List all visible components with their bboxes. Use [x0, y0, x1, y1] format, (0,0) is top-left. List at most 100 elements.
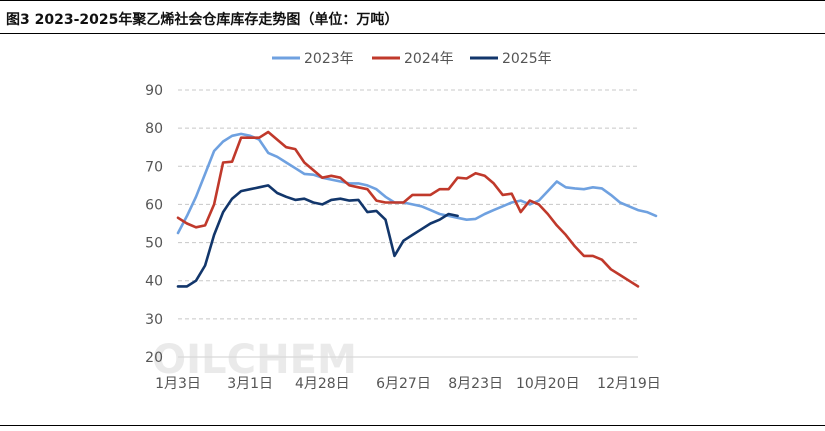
data-point: [556, 180, 558, 183]
series-2024年: [176, 130, 640, 288]
data-point: [330, 175, 333, 177]
data-point: [222, 140, 224, 143]
data-point: [375, 188, 378, 190]
data-point: [267, 152, 269, 154]
data-point: [240, 190, 242, 192]
x-axis-ticks: 1月3日 3月1日 4月28日 6月27日 8月23日 10月20日 12月19日: [155, 376, 659, 392]
data-point: [510, 201, 513, 204]
data-point: [465, 177, 468, 180]
legend: 2023年 2024年 2025年: [272, 51, 552, 67]
data-point: [321, 203, 324, 206]
data-point: [547, 190, 549, 192]
data-point: [411, 194, 414, 196]
x-tick-label: 12月19日: [597, 376, 659, 392]
data-point: [393, 201, 396, 204]
data-point: [538, 199, 540, 202]
y-tick-label: 30: [145, 312, 163, 328]
data-point: [384, 201, 387, 204]
data-point: [637, 209, 639, 211]
bottom-rule: [0, 425, 825, 426]
legend-item: 2025年: [470, 51, 552, 67]
data-point: [628, 205, 630, 208]
x-tick-label: 8月23日: [448, 376, 503, 392]
y-axis-ticks: 20 30 40 50 60 70 80 90: [145, 83, 163, 366]
data-point: [357, 199, 360, 201]
data-point: [402, 201, 405, 204]
data-point: [339, 197, 342, 200]
data-point: [186, 215, 188, 217]
data-point: [195, 226, 197, 229]
y-tick-label: 50: [145, 236, 163, 252]
data-point: [231, 135, 233, 137]
data-point: [429, 222, 432, 225]
series-line: [176, 130, 640, 288]
data-point: [483, 175, 486, 177]
data-point: [213, 203, 215, 206]
data-point: [249, 188, 251, 190]
data-point: [592, 186, 594, 189]
data-point: [222, 211, 224, 213]
legend-label: 2023年: [304, 51, 354, 67]
data-point: [429, 209, 432, 211]
data-point: [366, 184, 369, 187]
data-point: [177, 232, 179, 234]
data-point: [276, 156, 278, 158]
data-point: [456, 176, 459, 179]
data-point: [357, 182, 360, 185]
data-point: [492, 209, 495, 211]
data-point: [366, 188, 369, 190]
data-point: [583, 255, 585, 257]
data-point: [483, 213, 486, 215]
data-point: [312, 173, 315, 176]
data-point: [592, 255, 594, 257]
data-point: [655, 215, 657, 217]
data-point: [583, 188, 585, 190]
data-point: [610, 268, 612, 271]
data-point: [204, 173, 206, 175]
data-point: [276, 138, 278, 141]
data-point: [249, 136, 251, 139]
data-point: [213, 150, 215, 152]
figure-header: 图3 2023-2025年聚乙烯社会仓库库存走势图（单位：万吨）: [0, 0, 825, 34]
data-point: [519, 199, 522, 202]
data-point: [303, 161, 306, 164]
figure-title: 图3 2023-2025年聚乙烯社会仓库库存走势图（单位：万吨）: [6, 12, 399, 28]
legend-item: 2024年: [372, 51, 454, 67]
data-point: [285, 161, 287, 164]
data-point: [348, 184, 351, 187]
y-tick-label: 90: [145, 83, 163, 99]
data-point: [601, 258, 603, 261]
data-point: [384, 196, 387, 198]
data-point: [447, 213, 450, 215]
data-point: [447, 188, 450, 190]
y-tick-label: 70: [145, 159, 163, 175]
data-point: [303, 173, 306, 175]
data-point: [285, 146, 287, 148]
data-point: [556, 224, 558, 227]
data-point: [258, 138, 260, 141]
data-point: [186, 222, 188, 225]
series-2023年: [176, 132, 658, 235]
chart-panel: OILCHEM 20 30 40 50 60 70 80 90 1月3日 3月1日 4月28日 6月…: [132, 36, 659, 408]
data-point: [510, 192, 513, 195]
data-point: [438, 213, 441, 215]
data-point: [267, 184, 269, 187]
data-point: [529, 199, 531, 202]
data-point: [186, 285, 188, 288]
data-point: [501, 194, 504, 196]
series-2025年: [176, 184, 459, 288]
data-point: [574, 245, 576, 248]
data-point: [384, 218, 387, 221]
data-point: [348, 199, 351, 202]
data-point: [177, 217, 179, 219]
data-point: [637, 285, 639, 288]
data-point: [465, 218, 468, 221]
data-point: [393, 255, 396, 257]
data-point: [538, 203, 540, 206]
legend-label: 2024年: [404, 51, 454, 67]
y-tick-label: 60: [145, 197, 163, 213]
data-point: [420, 205, 423, 208]
line-chart: OILCHEM 20 30 40 50 60 70 80 90 1月3日 3月1日 4月28日 6月…: [145, 51, 659, 392]
data-point: [330, 199, 333, 201]
data-point: [294, 167, 297, 169]
